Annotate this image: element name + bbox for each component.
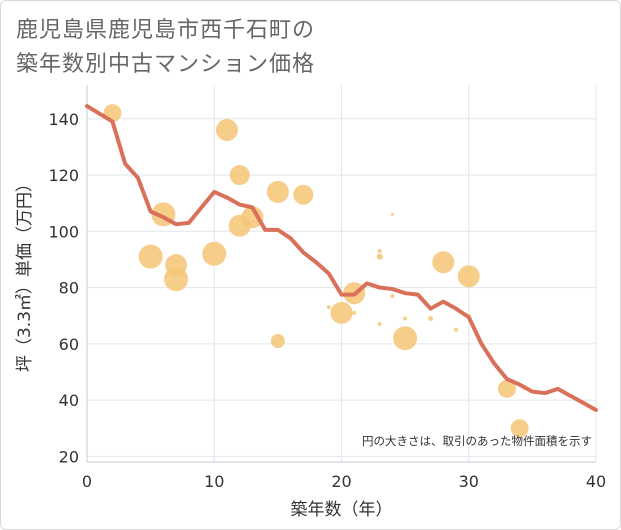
y-axis-label: 坪（3.3㎡）単価（万円） <box>15 175 35 372</box>
grid-lines <box>87 85 597 462</box>
scatter-point-9 <box>241 206 264 229</box>
scatter-point-14 <box>330 301 353 324</box>
x-tick-label-20: 20 <box>331 472 351 491</box>
y-tick-label-120: 120 <box>48 166 79 185</box>
x-tick-label-0: 0 <box>82 472 92 491</box>
scatter-point-5 <box>202 241 227 266</box>
trend-line <box>85 104 598 412</box>
scatter-point-19 <box>377 322 382 327</box>
scatter-point-30 <box>510 419 529 438</box>
scatter-point-6 <box>215 119 238 142</box>
y-tick-label-20: 20 <box>59 447 79 466</box>
y-tick-label-60: 60 <box>59 335 79 354</box>
y-tick-label-80: 80 <box>59 279 79 298</box>
scatter-point-24 <box>428 316 434 322</box>
scatter-point-27 <box>457 265 480 288</box>
scatter-point-29 <box>497 379 516 398</box>
scatter-bubbles <box>103 104 529 438</box>
scatter-point-16 <box>352 310 357 315</box>
scatter-point-11 <box>270 334 285 349</box>
scatter-point-10 <box>266 180 289 203</box>
chart-title-line-1: 鹿児島県鹿児島市西千石町の <box>16 18 316 43</box>
x-tick-label-40: 40 <box>586 472 606 491</box>
scatter-point-26 <box>454 327 459 332</box>
y-tick-label-140: 140 <box>48 110 79 129</box>
trend-line-path <box>85 104 598 412</box>
y-tick-label-100: 100 <box>48 222 79 241</box>
scatter-point-13 <box>326 305 331 310</box>
tick-labels: 0 10 20 30 40 20 40 60 80 100 120 140 <box>48 110 606 491</box>
scatter-point-4 <box>164 267 189 292</box>
scatter-point-22 <box>403 316 408 321</box>
scatter-point-25 <box>432 251 455 274</box>
x-tick-label-10: 10 <box>204 472 224 491</box>
axes <box>86 85 597 463</box>
scatter-point-1 <box>138 244 163 269</box>
scatter-point-7 <box>229 165 250 186</box>
scatter-point-20 <box>390 212 394 216</box>
bubble-size-note: 円の大きさは、取引のあった物件面積を示す <box>362 434 592 448</box>
chart-title: 鹿児島県鹿児島市西千石町の 築年数別中古マンション価格 <box>16 14 315 82</box>
y-tick-label-40: 40 <box>59 391 79 410</box>
scatter-point-12 <box>293 184 314 205</box>
x-axis-label: 築年数（年） <box>291 500 393 520</box>
chart-title-line-2: 築年数別中古マンション価格 <box>16 52 316 77</box>
scatter-point-17 <box>377 248 382 253</box>
x-tick-label-30: 30 <box>459 472 479 491</box>
scatter-point-23 <box>393 326 418 351</box>
scatter-point-21 <box>390 294 395 299</box>
scatter-point-18 <box>376 253 383 260</box>
